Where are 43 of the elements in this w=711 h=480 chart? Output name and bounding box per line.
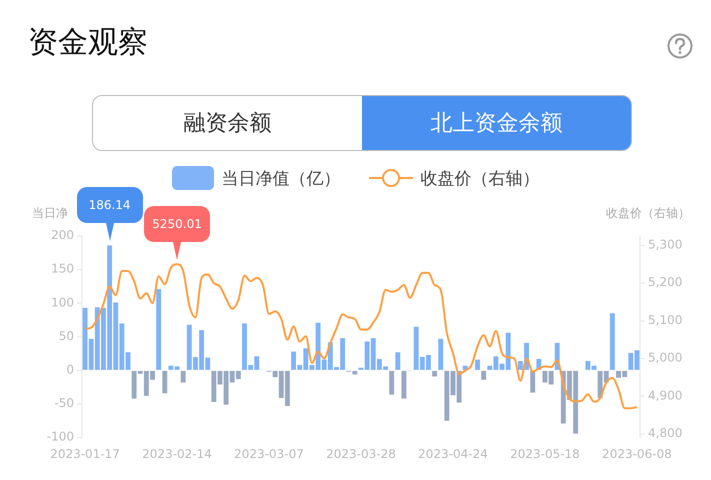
bar bbox=[156, 289, 162, 370]
y2-tick-label: 5,000 bbox=[648, 350, 682, 365]
x-tick-label: 2023-05-18 bbox=[510, 446, 580, 461]
y2-tick-label: 5,300 bbox=[648, 238, 682, 252]
bar bbox=[389, 370, 394, 395]
bar bbox=[432, 370, 438, 376]
x-tick-label: 2023-04-24 bbox=[418, 446, 488, 461]
line-series bbox=[84, 263, 638, 410]
text: 北上资金余额 bbox=[362, 96, 631, 150]
y-axis-title: 当日净 bbox=[32, 206, 68, 220]
y-tick-label: 150 bbox=[51, 262, 74, 276]
bar bbox=[438, 338, 444, 370]
y-tick-label: 0 bbox=[66, 362, 74, 377]
text: 融资余额 bbox=[182, 110, 272, 138]
y2-tick-label: 5,200 bbox=[648, 275, 682, 290]
legend-label: 当日净值（亿） bbox=[222, 168, 340, 190]
x-tick-label: 2023-06-08 bbox=[602, 446, 672, 461]
bar bbox=[475, 360, 480, 370]
y2-tick-label: 4,900 bbox=[648, 388, 682, 402]
x-tick-label: 2023-01-17 bbox=[50, 446, 120, 461]
bar bbox=[530, 370, 536, 393]
legend-label: 收盘价（右轴） bbox=[420, 168, 540, 190]
y-tick-label: 50 bbox=[58, 328, 74, 343]
x-tick-label: 2023-02-14 bbox=[142, 446, 212, 461]
bar bbox=[395, 352, 400, 370]
bar bbox=[162, 370, 168, 394]
chart-title: 资金观察 bbox=[28, 24, 148, 62]
y-tick-label: -100 bbox=[46, 430, 74, 444]
bar bbox=[180, 370, 186, 382]
bar bbox=[610, 313, 615, 370]
y-tick-label: 200 bbox=[51, 228, 74, 242]
bar bbox=[518, 360, 523, 370]
y2-tick-label: 4,800 bbox=[648, 426, 682, 440]
bar bbox=[481, 370, 486, 380]
bar bbox=[401, 370, 406, 399]
y-tick-label: -50 bbox=[54, 396, 74, 410]
data-label: 186.14 bbox=[76, 187, 143, 224]
x-tick-label: 2023-03-28 bbox=[326, 446, 396, 461]
x-tick-label: 2023-03-07 bbox=[234, 446, 304, 461]
y2-tick-label: 5,100 bbox=[648, 312, 682, 327]
data-label: 5250.01 bbox=[144, 206, 210, 242]
y-tick-label: 100 bbox=[51, 295, 74, 310]
y2-axis-title: 收盘价（右轴） bbox=[606, 206, 690, 220]
